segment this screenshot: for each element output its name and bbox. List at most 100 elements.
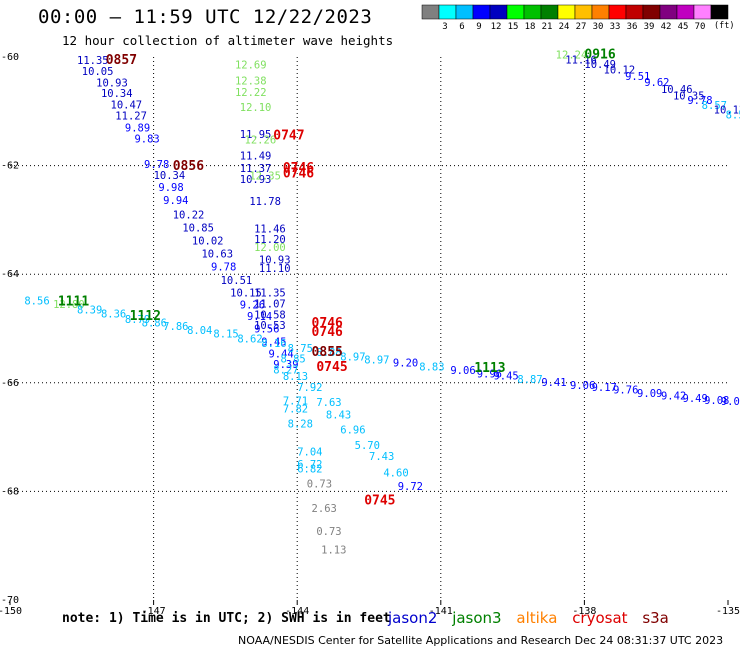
wave-height-value: 8.57 <box>702 100 727 112</box>
wave-height-value: 1.13 <box>321 544 346 556</box>
colorbar-swatch <box>523 4 542 20</box>
wave-height-value: 11.07 <box>254 298 286 310</box>
wave-height-value: 9.39 <box>273 359 298 371</box>
pass-time-label: 0855 <box>312 345 343 360</box>
wave-height-value: 9.56 <box>254 323 279 335</box>
wave-height-value: 8.04 <box>187 325 212 337</box>
wave-height-value: 7.71 <box>283 396 308 408</box>
wave-height-value: 6.72 <box>297 459 322 471</box>
wave-height-value: 8.36 <box>101 309 126 321</box>
color-scale-bar: 3 6 9 12 15 18 21 24 27 30 33 36 39 42 45 70 <box>421 4 729 32</box>
wave-height-value: 10.34 <box>101 88 133 100</box>
pass-time-labels: 0857085607470746074607460746085507450745… <box>58 48 616 509</box>
pass-time-label: 0746 <box>283 161 314 176</box>
wave-height-value: 8.56 <box>24 296 49 308</box>
colorbar-tick-label: 3 <box>442 22 447 32</box>
colorbar-swatch <box>506 4 525 20</box>
wave-height-value: 10.35 <box>673 90 705 102</box>
wave-height-value: 12.22 <box>235 87 267 99</box>
x-tick-label: -147 <box>142 606 166 617</box>
wave-height-value: 6.82 <box>297 463 322 475</box>
wave-height-value: 2.63 <box>312 503 337 515</box>
legend-jason2: jason2 <box>388 609 438 627</box>
wave-height-value: 10.93 <box>240 174 272 186</box>
y-tick-label: -68 <box>1 486 19 497</box>
axes: -150 -147 -144 -141 -138 -135 -60 -62 -64 -66 -68 -… <box>0 52 740 617</box>
wave-height-value: 10.93 <box>96 77 128 89</box>
pass-time-label: 0746 <box>312 316 343 331</box>
wave-height-value: 11.35 <box>254 287 286 299</box>
chart-subtitle: 12 hour collection of altimeter wave hei… <box>62 33 394 48</box>
colorbar-swatch <box>710 4 729 20</box>
pass-time-label: 0747 <box>273 129 304 144</box>
wave-height-value: 12.38 <box>235 76 267 88</box>
wave-height-value: 10.58 <box>254 310 286 322</box>
colorbar-tick-label: 39 <box>644 22 655 32</box>
wave-height-value: 11.46 <box>254 223 286 235</box>
colorbar-tick-label: 15 <box>508 22 519 32</box>
colorbar-swatch <box>472 4 491 20</box>
wave-height-value: 7.92 <box>297 382 322 394</box>
pass-time-label: 0856 <box>173 159 204 174</box>
wave-height-value: 9.0 <box>721 396 740 408</box>
colorbar-tick-label: 70 <box>695 22 706 32</box>
pass-time-label: 0746 <box>312 325 343 340</box>
wave-height-value: 9.45 <box>261 336 286 348</box>
wave-height-value: 10.93 <box>259 254 291 266</box>
wave-height-value: 8.79 <box>125 314 150 326</box>
legend-altika: altika <box>516 609 558 627</box>
wave-height-value: 8.16 <box>261 338 286 350</box>
wave-height-value: 7.43 <box>369 451 394 463</box>
colorbar-tick-label: 27 <box>576 22 587 32</box>
y-tick-label: -66 <box>1 378 19 389</box>
wave-height-value: 10.53 <box>254 320 286 332</box>
wave-height-value: 9.76 <box>613 385 638 397</box>
wave-height-value: 9.45 <box>493 371 518 383</box>
wave-height-value: 10.63 <box>201 248 233 260</box>
wave-height-value: 11.49 <box>240 151 272 163</box>
colorbar-tick-label: 42 <box>661 22 672 32</box>
wave-height-value: 9.41 <box>541 377 566 389</box>
wave-height-value: 9.44 <box>268 348 293 360</box>
wave-height-value: 8.39 <box>77 304 102 316</box>
wave-height-value: 11.35 <box>77 55 109 67</box>
pass-time-label: 0857 <box>106 53 137 68</box>
wave-height-value: 10.13 <box>714 104 740 116</box>
y-tick-label: -62 <box>1 161 19 172</box>
wave-height-value: 8.15 <box>213 329 238 341</box>
wave-height-value: 9.78 <box>687 95 712 107</box>
wave-height-value: 10.34 <box>154 170 186 182</box>
footer-credit: NOAA/NESDIS Center for Satellite Applica… <box>238 634 724 647</box>
wave-height-value: 8.5 <box>726 109 740 121</box>
wave-height-value: 8.27 <box>273 365 298 377</box>
wave-height-value: 9.20 <box>393 358 418 370</box>
wave-height-value: 9.08 <box>704 395 729 407</box>
wave-height-value: 9.96 <box>477 368 502 380</box>
x-tick-label: -144 <box>285 606 309 617</box>
wave-height-value: 9.51 <box>625 71 650 83</box>
wave-height-value: 12.35 <box>249 171 281 183</box>
wave-height-value: 8.43 <box>326 410 351 422</box>
wave-height-value: 9.62 <box>644 77 669 89</box>
chart-title: 00:00 – 11:59 UTC 12/22/2023 <box>38 6 373 28</box>
wave-height-value: 7.04 <box>297 447 322 459</box>
wave-height-value: 10.85 <box>182 222 214 234</box>
wave-height-value: 11.20 <box>254 234 286 246</box>
wave-height-value: 10.46 <box>661 84 693 96</box>
legend-cryosat: cryosat <box>572 609 628 627</box>
pass-time-label: 0745 <box>364 493 395 508</box>
y-tick-label: -70 <box>1 595 19 606</box>
colorbar-swatch <box>455 4 474 20</box>
wave-height-value: 11.10 <box>259 263 291 275</box>
wave-height-value: 0.73 <box>316 526 341 538</box>
pass-time-label: 1113 <box>474 361 505 376</box>
colorbar-tick-label: 33 <box>610 22 621 32</box>
wave-height-value: 8.88 <box>316 347 341 359</box>
wave-height-value: 10.15 <box>230 287 262 299</box>
pass-time-label: 1111 <box>58 295 89 310</box>
wave-height-value: 8.83 <box>419 361 444 373</box>
wave-height-value: 10.22 <box>173 209 205 221</box>
wave-height-value: 10.49 <box>584 59 616 71</box>
wave-height-value: 8.85 <box>280 354 305 366</box>
